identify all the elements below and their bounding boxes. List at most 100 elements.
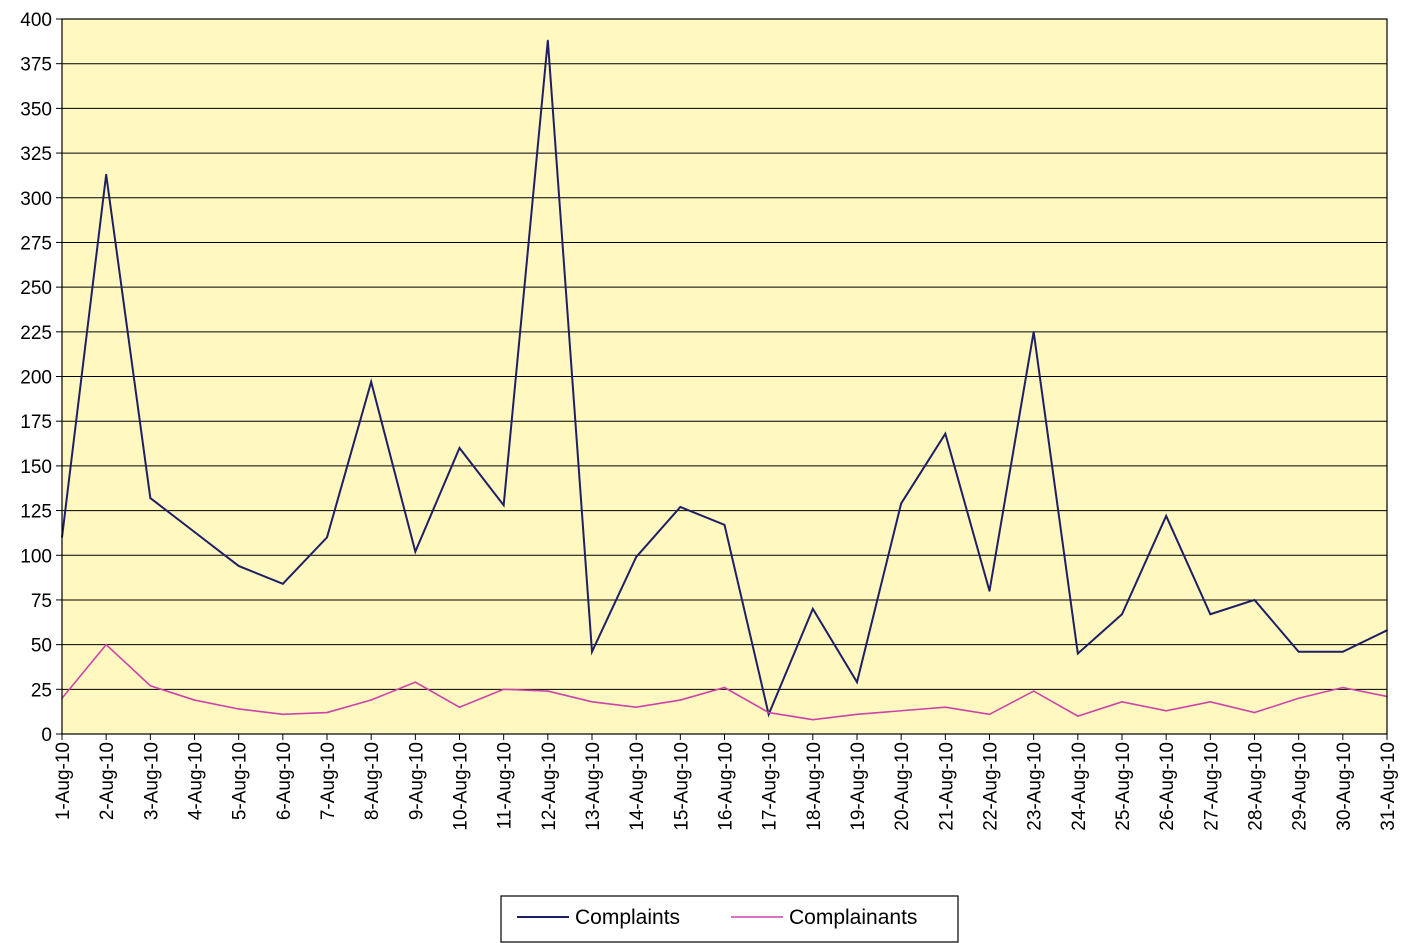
x-tick-label: 19-Aug-10 xyxy=(848,742,869,831)
y-tick-label: 50 xyxy=(31,636,52,657)
data-point xyxy=(282,713,284,716)
data-point xyxy=(1165,709,1167,712)
x-tick-label: 8-Aug-10 xyxy=(362,742,383,820)
data-point xyxy=(812,608,814,610)
x-tick-label: 12-Aug-10 xyxy=(539,742,560,831)
x-tick-label: 5-Aug-10 xyxy=(230,742,251,820)
data-point xyxy=(635,556,637,558)
y-axis-tick-labels: 0 25 50 75 100 125 150 175 200 225 250 275 300 325 350… xyxy=(20,10,52,746)
y-tick-label: 175 xyxy=(20,412,52,433)
data-point xyxy=(1032,331,1035,333)
x-tick-label: 26-Aug-10 xyxy=(1157,742,1178,831)
data-point xyxy=(988,713,991,716)
x-tick-label: 27-Aug-10 xyxy=(1201,742,1222,831)
data-point xyxy=(635,706,637,708)
data-point xyxy=(282,583,284,585)
x-axis-tick-labels: 1-Aug-10 2-Aug-10 3-Aug-10 4-Aug-10 5-Aug-10… xyxy=(53,742,1399,831)
data-point xyxy=(900,709,902,712)
legend-label: Complaints xyxy=(575,906,680,929)
x-tick-label: 30-Aug-10 xyxy=(1334,742,1355,831)
data-point xyxy=(237,708,240,710)
data-point xyxy=(591,650,593,653)
x-tick-label: 17-Aug-10 xyxy=(760,742,781,831)
x-tick-label: 21-Aug-10 xyxy=(936,742,957,831)
x-tick-label: 2-Aug-10 xyxy=(97,742,118,820)
x-tick-label: 15-Aug-10 xyxy=(671,742,692,831)
x-tick-label: 14-Aug-10 xyxy=(627,742,648,831)
data-point xyxy=(900,502,902,505)
data-point xyxy=(326,536,328,539)
data-point xyxy=(1121,613,1123,616)
x-tick-label: 11-Aug-10 xyxy=(495,742,516,829)
x-tick-label: 1-Aug-10 xyxy=(53,742,74,820)
x-tick-label: 29-Aug-10 xyxy=(1290,742,1311,831)
y-tick-label: 200 xyxy=(20,368,52,389)
data-point xyxy=(458,447,461,449)
x-tick-label: 25-Aug-10 xyxy=(1113,742,1134,831)
data-point xyxy=(944,706,947,708)
data-point xyxy=(1165,515,1167,517)
data-point xyxy=(458,706,461,708)
plot-border xyxy=(61,18,1388,735)
x-tick-label: 23-Aug-10 xyxy=(1025,742,1046,831)
y-tick-label: 325 xyxy=(20,144,52,165)
y-tick-label: 250 xyxy=(20,278,52,299)
x-tick-label: 10-Aug-10 xyxy=(451,742,472,831)
data-point xyxy=(988,590,991,592)
y-tick-label: 75 xyxy=(31,591,52,612)
data-point xyxy=(679,506,682,508)
x-tick-label: 24-Aug-10 xyxy=(1069,742,1090,831)
y-tick-label: 350 xyxy=(20,99,52,120)
data-point xyxy=(767,713,770,716)
data-point xyxy=(193,699,196,701)
x-tick-label: 9-Aug-10 xyxy=(406,742,427,820)
x-tick-label: 6-Aug-10 xyxy=(274,742,295,820)
x-tick-label: 22-Aug-10 xyxy=(981,742,1002,831)
data-point xyxy=(1032,690,1035,692)
data-point xyxy=(1209,613,1212,616)
x-tick-label: 3-Aug-10 xyxy=(141,742,162,820)
data-point xyxy=(149,497,152,499)
data-point xyxy=(591,701,593,703)
series-lines xyxy=(61,39,1388,721)
data-point xyxy=(547,690,549,692)
x-tick-label: 28-Aug-10 xyxy=(1246,742,1267,831)
data-point xyxy=(1342,650,1344,653)
y-tick-label: 300 xyxy=(20,189,52,210)
data-point xyxy=(414,550,417,553)
data-point xyxy=(502,504,505,507)
data-point xyxy=(237,565,240,567)
data-point xyxy=(1077,715,1079,717)
data-point xyxy=(1121,701,1123,703)
data-point xyxy=(105,643,107,646)
data-point xyxy=(1077,652,1079,655)
data-point xyxy=(723,524,726,526)
data-point xyxy=(812,718,814,721)
data-point xyxy=(547,39,549,42)
x-tick-label: 31-Aug-10 xyxy=(1378,742,1399,831)
data-point xyxy=(105,173,107,176)
data-point xyxy=(326,711,328,714)
data-point xyxy=(370,699,372,701)
data-point xyxy=(1342,686,1344,689)
data-point xyxy=(1297,650,1300,653)
legend: Complaints Complainants xyxy=(500,895,959,943)
data-point xyxy=(1297,697,1300,700)
gridlines xyxy=(56,18,1388,740)
data-point xyxy=(149,684,152,687)
y-tick-label: 0 xyxy=(41,725,52,746)
data-point xyxy=(193,531,196,533)
legend-box xyxy=(500,895,959,943)
data-point xyxy=(370,381,372,383)
y-tick-label: 225 xyxy=(20,323,52,344)
x-tick-label: 7-Aug-10 xyxy=(318,742,339,820)
data-point xyxy=(1209,701,1212,703)
y-tick-label: 275 xyxy=(20,233,52,254)
y-tick-label: 375 xyxy=(20,55,52,76)
x-tick-label: 18-Aug-10 xyxy=(804,742,825,831)
y-tick-label: 150 xyxy=(20,457,52,478)
legend-label: Complainants xyxy=(789,906,917,929)
x-tick-label: 4-Aug-10 xyxy=(186,742,207,820)
data-point xyxy=(679,699,682,701)
data-point xyxy=(1253,711,1256,714)
